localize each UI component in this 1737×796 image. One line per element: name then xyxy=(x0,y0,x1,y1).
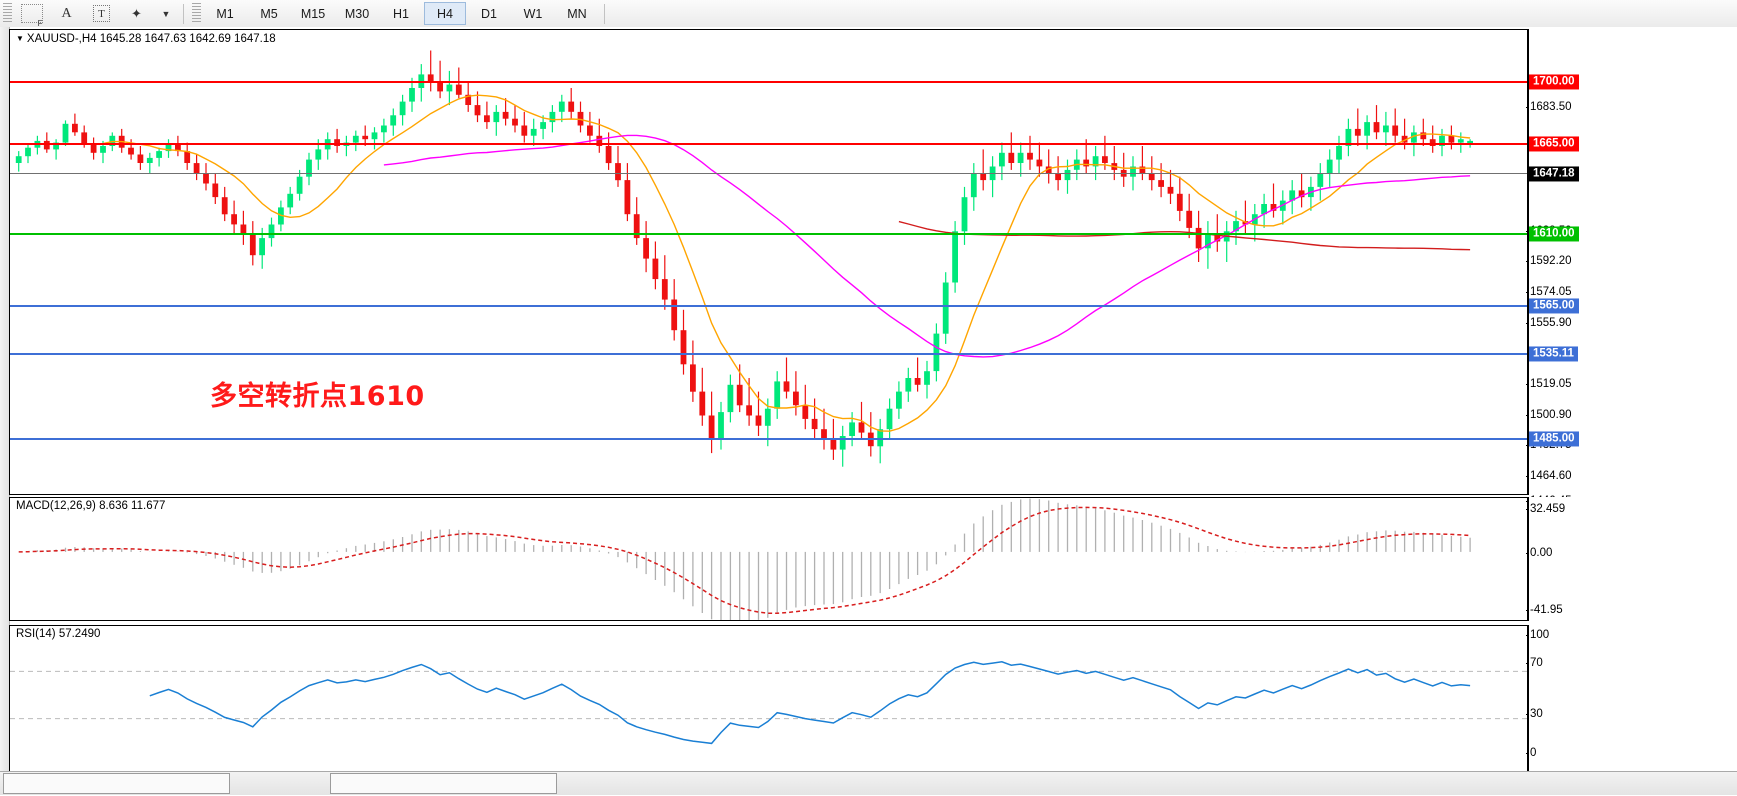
rsi-tick-0: 0 xyxy=(1525,747,1537,759)
symbol-header-text: XAUUSD-,H4 1645.28 1647.63 1642.69 1647.… xyxy=(26,33,276,45)
price-tag-1485-00[interactable]: 1485.00 xyxy=(1529,431,1579,447)
price-tick-1519-05: 1519.05 xyxy=(1526,378,1572,390)
toolbar-grip-2[interactable] xyxy=(192,3,201,24)
price-line-1647-18[interactable] xyxy=(10,173,1527,174)
macd-header: MACD(12,26,9) 8.636 11.677 xyxy=(14,500,168,512)
main-toolbar: A T ✦ ▼ M1 M5 M15 M30 H1 H4 D1 W1 MN xyxy=(0,0,1737,28)
shapes-icon[interactable]: ✦ xyxy=(131,5,142,21)
dropdown-arrow-icon[interactable]: ▼ xyxy=(161,8,171,19)
rsi-tick-100: 100 xyxy=(1525,629,1550,641)
timeframe-m30[interactable]: M30 xyxy=(344,6,370,21)
price-line-1700-00[interactable] xyxy=(10,81,1527,83)
price-tick-1574-05: 1574.05 xyxy=(1526,286,1572,298)
rsi-header: RSI(14) 57.2490 xyxy=(14,628,103,640)
macd-axis-line xyxy=(1528,497,1529,621)
rsi-panel[interactable]: RSI(14) 57.2490 xyxy=(9,625,1528,772)
price-tag-1700-00[interactable]: 1700.00 xyxy=(1529,74,1579,90)
price-tag-1535-11[interactable]: 1535.11 xyxy=(1529,346,1578,362)
text-a-icon[interactable]: A xyxy=(61,5,72,21)
price-tick-1555-90: 1555.90 xyxy=(1526,317,1572,329)
price-axis-line xyxy=(1528,29,1529,495)
timeframe-d1[interactable]: D1 xyxy=(481,6,497,21)
price-panel[interactable]: ▼ XAUUSD-,H4 1645.28 1647.63 1642.69 1647… xyxy=(9,29,1528,495)
macd-tick-4195: -41.95 xyxy=(1526,604,1563,616)
taskbar-item-1[interactable] xyxy=(3,773,230,794)
macd-panel[interactable]: MACD(12,26,9) 8.636 11.677 xyxy=(9,497,1528,621)
rsi-axis[interactable]: 100 70 30 0 xyxy=(1525,625,1737,772)
timeframe-mn[interactable]: MN xyxy=(567,6,587,21)
collapse-caret-icon[interactable]: ▼ xyxy=(16,34,24,43)
taskbar-item-2[interactable] xyxy=(330,773,557,794)
macd-tick-000: 0.00 xyxy=(1525,547,1553,559)
timeframe-w1[interactable]: W1 xyxy=(523,6,543,21)
rsi-axis-line xyxy=(1528,625,1529,772)
timeframe-m15[interactable]: M15 xyxy=(300,6,326,21)
chart-annotation: 多空转折点1610 xyxy=(210,381,425,412)
price-tag-1610-00[interactable]: 1610.00 xyxy=(1529,226,1579,242)
timeframe-h1[interactable]: H1 xyxy=(393,6,409,21)
toolbar-separator-2 xyxy=(604,3,605,24)
price-line-1535-11[interactable] xyxy=(10,353,1527,355)
macd-plot xyxy=(18,498,1471,620)
timeframe-m5[interactable]: M5 xyxy=(260,6,278,21)
toolbar-separator xyxy=(183,3,184,24)
price-tag-1647-18[interactable]: 1647.18 xyxy=(1529,166,1579,182)
price-line-1610-00[interactable] xyxy=(10,233,1527,235)
macd-axis[interactable]: 32.459 0.00 -41.95 xyxy=(1525,497,1737,621)
price-candles xyxy=(15,50,1473,467)
price-line-1565-00[interactable] xyxy=(10,305,1527,307)
taskbar xyxy=(0,771,1737,795)
chart-workspace: ▼ XAUUSD-,H4 1645.28 1647.63 1642.69 1647… xyxy=(0,27,1737,795)
symbol-header: ▼ XAUUSD-,H4 1645.28 1647.63 1642.69 1647… xyxy=(14,33,278,45)
price-line-1665-00[interactable] xyxy=(10,143,1527,145)
rsi-plot xyxy=(10,661,1527,745)
price-line-1485-00[interactable] xyxy=(10,438,1527,440)
text-label-icon[interactable]: T xyxy=(84,1,119,26)
rsi-tick-70: 70 xyxy=(1526,657,1543,669)
price-tag-1565-00[interactable]: 1565.00 xyxy=(1529,298,1579,314)
price-tag-1665-00[interactable]: 1665.00 xyxy=(1529,136,1579,152)
rsi-tick-30: 30 xyxy=(1526,708,1543,720)
price-tick-1683-50: 1683.50 xyxy=(1526,101,1572,113)
macd-tick-32459: 32.459 xyxy=(1525,503,1566,515)
toolbar-grip-1[interactable] xyxy=(3,3,12,24)
price-tick-1464-60: 1464.60 xyxy=(1526,470,1572,482)
timeframe-m1[interactable]: M1 xyxy=(216,6,234,21)
price-tick-1500-90: 1500.90 xyxy=(1526,409,1572,421)
price-axis[interactable]: 1683.501628.501574.051555.901519.051500.… xyxy=(1526,29,1737,507)
timeframe-h4[interactable]: H4 xyxy=(424,2,466,25)
price-tick-1592-20: 1592.20 xyxy=(1526,255,1572,267)
crosshair-f-icon[interactable] xyxy=(14,1,49,28)
